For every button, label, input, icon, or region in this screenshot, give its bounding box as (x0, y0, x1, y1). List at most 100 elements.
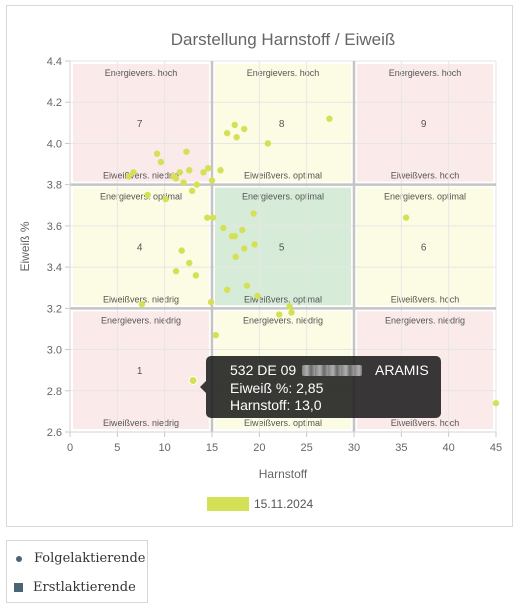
zone-8-top-label: Energievers. hoch (247, 68, 320, 78)
zone-2-bottom-label: Eiweißvers. optimal (244, 418, 322, 428)
zone-7-bottom-label: Eiweißvers. niedrig (103, 171, 179, 181)
zone-9-top-label: Energievers. hoch (389, 68, 462, 78)
y-tick-label: 2.6 (47, 427, 62, 439)
data-point (232, 253, 239, 261)
data-point (144, 191, 151, 199)
point-tooltip: 532 DE 09 ARAMIS Eiweiß %: 2,85 Harnstof… (200, 356, 441, 418)
data-point (212, 331, 219, 339)
data-point (250, 210, 257, 217)
data-point (186, 259, 193, 267)
zone-8-number: 8 (279, 119, 285, 130)
x-tick-label: 35 (395, 442, 407, 454)
data-point (276, 311, 283, 318)
data-point (402, 214, 410, 221)
data-point (254, 292, 261, 300)
data-point (180, 179, 187, 186)
data-point (288, 309, 295, 316)
zone-8 (215, 64, 351, 182)
data-point (172, 268, 180, 275)
data-point (192, 272, 200, 279)
zone-4-number: 4 (137, 243, 143, 254)
x-tick-label: 45 (490, 442, 502, 454)
tooltip-redacted-name (302, 365, 363, 376)
tooltip-title-suffix: ARAMIS (375, 362, 429, 378)
y-axis-title: Eiweiß % (18, 221, 32, 271)
tooltip-protein-line: Eiweiß %: 2,85 (230, 380, 324, 396)
data-point (153, 150, 161, 157)
zone-4-bottom-label: Eiweißvers. niedrig (103, 294, 179, 304)
data-point (233, 134, 240, 141)
y-tick-label: 3.8 (47, 180, 62, 192)
zone-4-top-label: Energievers. optimal (100, 192, 182, 202)
zone-6-bottom-label: Eiweißvers. hoch (391, 294, 460, 304)
data-point (231, 232, 238, 240)
y-tick-label: 2.8 (47, 386, 62, 398)
data-point (240, 245, 248, 252)
data-point (240, 125, 248, 133)
zone-4 (73, 187, 209, 306)
square-marker-icon (14, 583, 23, 592)
legend-label-folgelaktierende: Folgelaktierende (34, 551, 146, 566)
legend-item-folgelaktierende[interactable]: Folgelaktierende (14, 551, 145, 566)
zone-6-number: 6 (421, 243, 427, 254)
y-tick-label: 3.4 (47, 262, 62, 274)
zone-3-bottom-label: Eiweißvers. hoch (391, 418, 460, 428)
animal-legend: Folgelaktierende Erstlaktierende (6, 540, 148, 603)
scatter-chart: Energievers. niedrig Eiweißvers. niedrig 1… (18, 30, 502, 511)
data-point (178, 247, 185, 254)
circle-marker-icon (16, 555, 22, 562)
zone-2-top-label: Energievers. niedrig (243, 315, 323, 325)
data-point (138, 301, 146, 308)
data-point (223, 286, 231, 293)
data-point (200, 169, 207, 176)
zone-5-top-label: Energievers. optimal (242, 192, 324, 202)
data-point (125, 173, 132, 180)
zone-6 (357, 187, 493, 306)
y-tick-label: 3.2 (47, 303, 62, 315)
data-point (162, 195, 169, 203)
data-point (208, 177, 216, 184)
zone-1 (73, 311, 209, 429)
tooltip-title-prefix: 532 DE 09 (230, 362, 297, 378)
zone-5 (215, 187, 351, 306)
zone-5-bottom-label: Eiweißvers. optimal (244, 294, 322, 304)
zone-7-number: 7 (137, 119, 143, 130)
data-point (130, 169, 137, 176)
zone-9-bottom-label: Eiweißvers. hoch (391, 171, 460, 181)
data-point (188, 187, 196, 195)
y-tick-label: 3.6 (47, 221, 62, 233)
data-point (239, 226, 246, 234)
zone-1-top-label: Energievers. niedrig (101, 315, 181, 325)
data-point (217, 167, 224, 174)
series-legend-swatch (207, 497, 249, 511)
x-axis-title: Harnstoff (259, 467, 308, 481)
data-point (223, 129, 231, 137)
y-tick-label: 4.4 (47, 56, 62, 68)
chart-title: Darstellung Harnstoff / Eiweiß (171, 30, 396, 49)
highlighted-point (188, 375, 198, 385)
y-tick-label: 3.0 (47, 345, 62, 357)
y-tick-label: 4.2 (47, 97, 62, 109)
legend-label-erstlaktierende: Erstlaktierende (33, 580, 136, 595)
x-tick-label: 15 (206, 442, 218, 454)
x-tick-label: 30 (348, 442, 360, 454)
legend-item-erstlaktierende[interactable]: Erstlaktierende (14, 580, 136, 595)
zone-9-number: 9 (421, 119, 427, 130)
data-point (193, 181, 201, 188)
x-tick-label: 40 (443, 442, 455, 454)
x-tick-label: 0 (67, 442, 73, 454)
x-tick-label: 25 (301, 442, 313, 454)
data-point (172, 175, 180, 182)
tooltip-arrow (200, 381, 206, 393)
chart-card: Energievers. niedrig Eiweißvers. niedrig 1… (6, 5, 513, 527)
data-point (492, 399, 500, 407)
zone-5-number: 5 (279, 243, 285, 254)
zone-7 (73, 64, 209, 182)
zone-9 (357, 64, 493, 182)
data-point (231, 121, 238, 129)
x-tick-label: 20 (253, 442, 265, 454)
zone-3-top-label: Energievers. niedrig (385, 315, 465, 325)
tooltip-title: 532 DE 09 (230, 362, 368, 378)
data-point (251, 241, 258, 248)
data-point (205, 164, 212, 172)
